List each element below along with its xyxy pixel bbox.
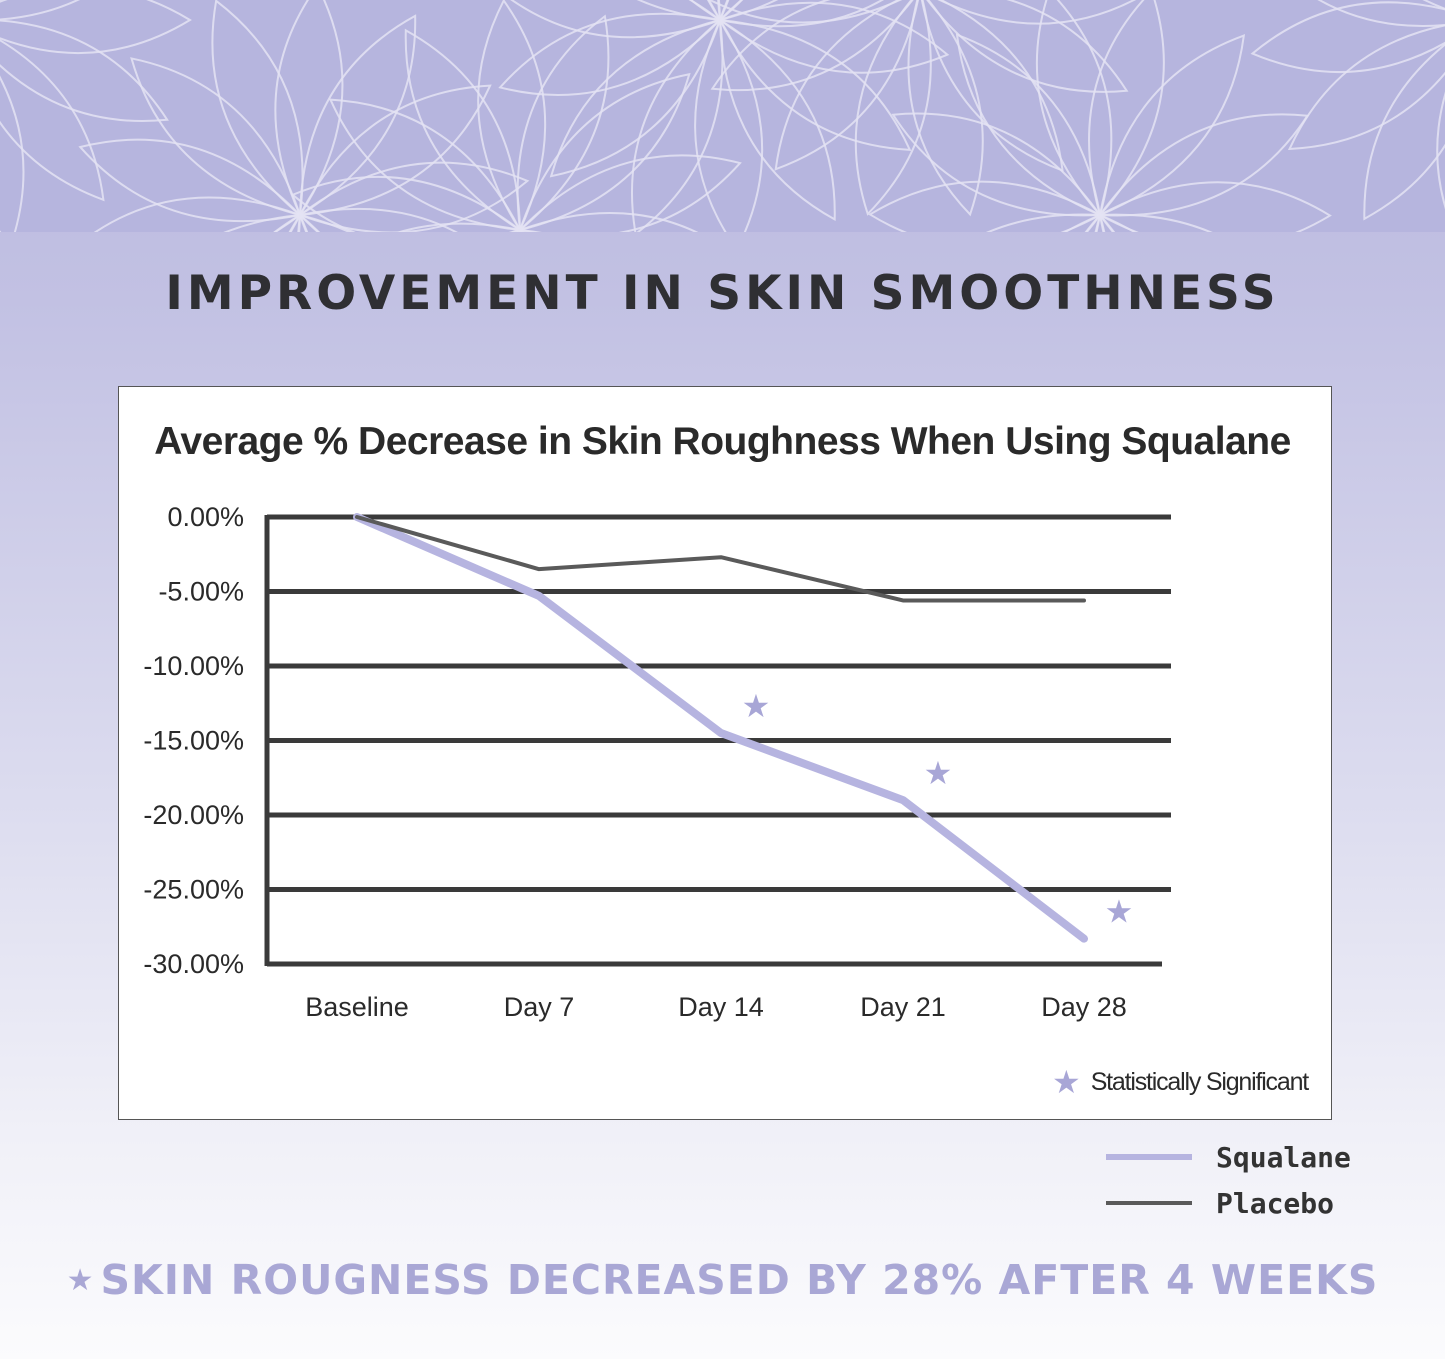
leaf-stroke [299, 84, 492, 216]
leaf-stroke [78, 138, 301, 223]
decorative-leaf-banner [0, 0, 1445, 232]
y-tick-label: 0.00% [167, 502, 244, 532]
leaf-stroke [1088, 0, 1165, 216]
leaf-stroke [708, 0, 903, 24]
leaf-stroke [920, 0, 1064, 173]
leaf-stroke [498, 12, 721, 96]
y-tick-label: -10.00% [143, 651, 244, 681]
leaf-stroke [0, 0, 192, 55]
legend-swatch-placebo [1106, 1201, 1192, 1205]
leaf-stroke [328, 98, 521, 231]
chart-title: Average % Decrease in Skin Roughness Whe… [154, 420, 1291, 463]
leaf-stroke [130, 57, 301, 216]
footer-claim: ★ SKIN ROUGNESS DECREASED BY 28% AFTER 4 … [0, 1256, 1445, 1304]
star-icon: ★ [1052, 1064, 1081, 1100]
leaf-stroke [0, 75, 25, 232]
leaf-stroke [0, 0, 80, 21]
legend-item-squalane: Squalane [1106, 1134, 1351, 1180]
legend-label-squalane: Squalane [1216, 1140, 1351, 1174]
leaf-stroke [631, 19, 724, 232]
leaf-stroke [719, 1, 950, 74]
x-tick-label: Day 28 [1041, 992, 1127, 1022]
leaf-stroke [274, 0, 344, 216]
leaf-stroke [519, 72, 691, 231]
leaf-stroke [986, 213, 1101, 232]
headline: IMPROVEMENT IN SKIN SMOOTHNESS [165, 266, 1280, 321]
leaf-stroke [636, 0, 721, 21]
leaf-stroke [0, 19, 169, 122]
leaf-stroke [907, 0, 984, 217]
leaf-stroke [1363, 43, 1445, 221]
leaf-pattern [0, 0, 1445, 232]
leaf-stroke [290, 175, 521, 232]
leaf-stroke [211, 0, 304, 216]
footer-text: SKIN ROUGNESS DECREASED BY 28% AFTER 4 W… [100, 1256, 1379, 1304]
legend-item-placebo: Placebo [1106, 1180, 1351, 1226]
leaf-stroke [510, 0, 721, 39]
star-icon: ★ [742, 687, 771, 725]
leaf-stroke [710, 0, 914, 92]
leaf-stroke [1250, 1, 1445, 74]
leaf-stroke [516, 14, 610, 231]
leaf-stroke [937, 0, 1137, 25]
legend-swatch-squalane [1106, 1154, 1192, 1160]
leaf-stroke [1287, 24, 1445, 151]
star-icon: ★ [1105, 893, 1134, 931]
leaf-stroke [477, 0, 547, 231]
leaf-stroke [1099, 34, 1246, 216]
leaf-stroke [955, 33, 1101, 216]
leaf-stroke [519, 211, 699, 232]
leaf-stroke [926, 0, 1129, 93]
leaf-stroke [93, 196, 301, 232]
leaf-stroke [868, 180, 1101, 232]
y-tick-label: -5.00% [158, 577, 244, 607]
x-tick-label: Baseline [305, 992, 409, 1022]
chart-panel [118, 386, 1332, 1120]
y-tick-label: -20.00% [143, 800, 244, 830]
significance-label: Statistically Significant [1090, 1067, 1310, 1096]
x-tick-label: Day 7 [504, 992, 575, 1022]
series-line-placebo [355, 515, 1086, 603]
star-icon: ★ [924, 754, 953, 792]
x-tick-label: Day 21 [860, 992, 946, 1022]
leaf-stroke [404, 28, 521, 231]
leaf-stroke [719, 0, 885, 28]
leaf-stroke [1099, 181, 1332, 232]
leaf-stroke [299, 14, 417, 216]
leaf-stroke [299, 161, 530, 232]
x-tick-label: Day 14 [678, 992, 764, 1022]
leaf-stroke [519, 154, 742, 232]
leaf-stroke [1317, 0, 1445, 27]
leaf-stroke [719, 19, 912, 151]
leaf-stroke [719, 19, 836, 222]
leaf-stroke [1099, 213, 1213, 232]
leaf-stroke [396, 222, 521, 232]
leaf-stroke [0, 39, 105, 202]
y-tick-label: -30.00% [143, 949, 244, 979]
leaf-stroke [854, 0, 932, 216]
legend-label-placebo: Placebo [1216, 1186, 1335, 1220]
significance-legend: ★ Statistically Significant [1052, 1064, 1310, 1100]
leaf-stroke [694, 19, 764, 232]
star-icon: ★ [66, 1263, 95, 1298]
leaf-stroke [1035, 0, 1113, 216]
series-legend: Squalane Placebo [1106, 1134, 1351, 1226]
y-tick-label: -25.00% [143, 875, 244, 905]
leaf-stroke [891, 112, 1101, 217]
y-tick-label: -15.00% [143, 726, 244, 756]
series-line-squalane [353, 513, 1088, 943]
leaf-stroke [774, 0, 919, 171]
leaf-stroke [299, 207, 458, 232]
